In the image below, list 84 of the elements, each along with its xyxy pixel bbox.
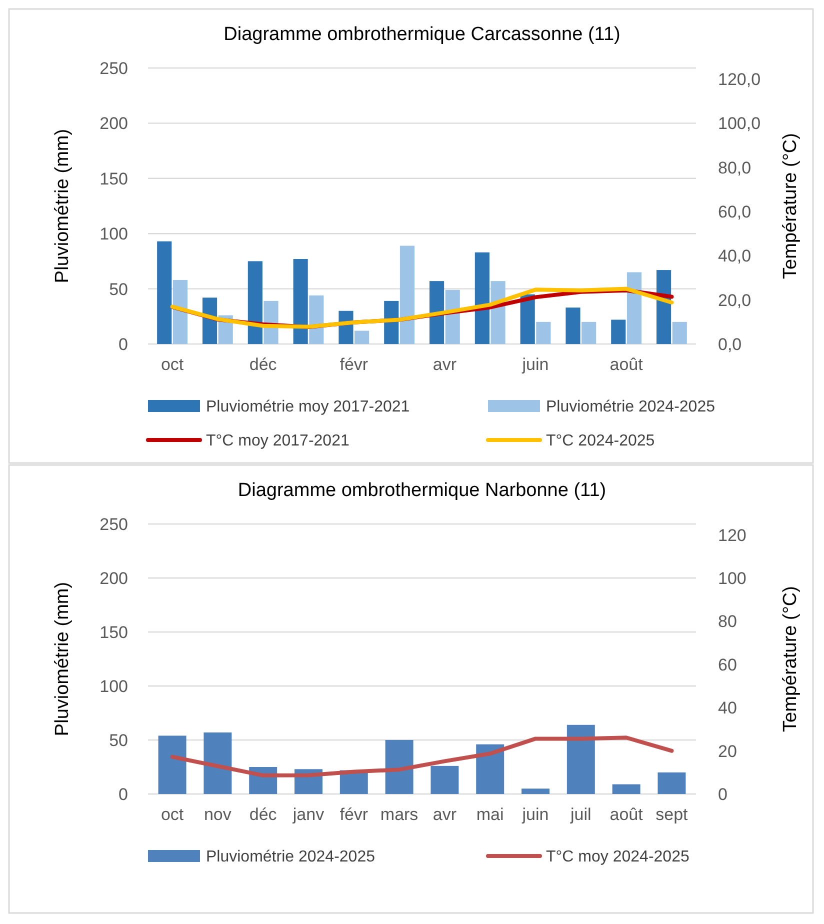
- y-tick-label: 250: [100, 514, 128, 534]
- x-tick-label: oct: [160, 355, 184, 374]
- y2-tick-label: 60: [718, 655, 737, 674]
- bar: [522, 788, 550, 794]
- legend-label: T°C moy 2017-2021: [206, 432, 350, 450]
- y-tick-label: 0: [118, 784, 128, 804]
- line-series: [170, 736, 674, 778]
- x-tick-label: janv: [292, 805, 325, 824]
- x-tick-label: sept: [656, 805, 688, 824]
- y-axis-title: Pluviométrie (mm): [52, 582, 73, 736]
- y-axis-title: Pluviométrie (mm): [52, 128, 73, 284]
- y2-tick-label: 120: [718, 526, 746, 545]
- y2-axis-title: Température (°C): [780, 586, 801, 732]
- legend-label: T°C 2024-2025: [546, 432, 655, 450]
- bar: [157, 241, 172, 344]
- y2-tick-label: 80: [718, 612, 737, 632]
- y2-axis-title: Température (°C): [780, 133, 801, 279]
- x-tick-label: déc: [249, 805, 278, 824]
- bar: [474, 252, 490, 344]
- x-tick-label: nov: [204, 805, 232, 824]
- x-tick-label: août: [610, 805, 644, 824]
- bar: [476, 744, 504, 794]
- y-tick-label: 100: [100, 224, 128, 244]
- bar: [536, 322, 551, 344]
- bar: [430, 766, 459, 794]
- bar: [445, 290, 460, 344]
- chart-title: Diagramme ombrothermique Carcassonne (11): [224, 24, 620, 45]
- y2-tick-label: 100,0: [718, 114, 761, 134]
- bar: [626, 272, 642, 344]
- bar: [354, 330, 370, 344]
- bar: [204, 732, 232, 794]
- x-tick-label: juil: [570, 805, 592, 824]
- bar: [429, 281, 444, 344]
- y2-tick-label: 40,0: [718, 246, 752, 266]
- legend-label: Pluviométrie moy 2017-2021: [206, 398, 410, 416]
- y-tick-label: 200: [100, 568, 128, 588]
- y2-tick-label: 20,0: [718, 290, 752, 310]
- x-tick-label: avr: [432, 805, 457, 824]
- y-tick-label: 50: [109, 280, 128, 299]
- bar: [672, 322, 687, 344]
- bar: [202, 298, 218, 344]
- y2-tick-label: 0,0: [718, 334, 742, 354]
- y-tick-label: 0: [118, 334, 128, 354]
- x-tick-label: mai: [476, 805, 504, 824]
- x-tick-label: juin: [521, 355, 549, 374]
- y-tick-label: 100: [100, 676, 128, 696]
- legend-label: T°C moy 2024-2025: [546, 848, 690, 866]
- legend-label: Pluviométrie 2024-2025: [206, 848, 376, 866]
- bar: [566, 724, 595, 794]
- x-tick-label: oct: [160, 805, 184, 824]
- chart-title: Diagramme ombrothermique Narbonne (11): [238, 480, 606, 501]
- x-tick-label: juin: [521, 805, 549, 824]
- bar: [611, 320, 626, 344]
- x-tick-label: févr: [340, 355, 368, 374]
- y2-tick-label: 0: [718, 784, 728, 804]
- bar: [520, 294, 535, 344]
- x-tick-label: mars: [380, 805, 418, 824]
- y2-tick-label: 100: [718, 568, 746, 588]
- y-tick-label: 150: [100, 169, 128, 188]
- x-tick-label: avr: [432, 355, 457, 374]
- bar: [566, 308, 580, 344]
- y-tick-label: 250: [100, 58, 128, 78]
- x-tick-label: déc: [249, 355, 278, 374]
- bar: [658, 772, 686, 794]
- bar: [172, 280, 188, 344]
- y2-tick-label: 60,0: [718, 202, 752, 222]
- y2-tick-label: 40: [718, 698, 737, 718]
- bar: [309, 295, 324, 344]
- bar: [612, 784, 640, 794]
- bar: [248, 261, 262, 344]
- y-tick-label: 150: [100, 622, 128, 642]
- y2-tick-label: 120,0: [718, 70, 761, 89]
- bar: [293, 258, 308, 344]
- bar: [385, 740, 414, 794]
- y2-tick-label: 80,0: [718, 158, 752, 178]
- bar: [400, 246, 415, 344]
- y-tick-label: 200: [100, 114, 128, 134]
- y2-tick-label: 20: [718, 742, 737, 761]
- y-tick-label: 50: [109, 730, 128, 750]
- x-tick-label: août: [610, 355, 644, 374]
- bar: [582, 322, 596, 344]
- legend-label: Pluviométrie 2024-2025: [546, 398, 716, 416]
- bar: [158, 736, 186, 794]
- x-tick-label: févr: [340, 805, 368, 824]
